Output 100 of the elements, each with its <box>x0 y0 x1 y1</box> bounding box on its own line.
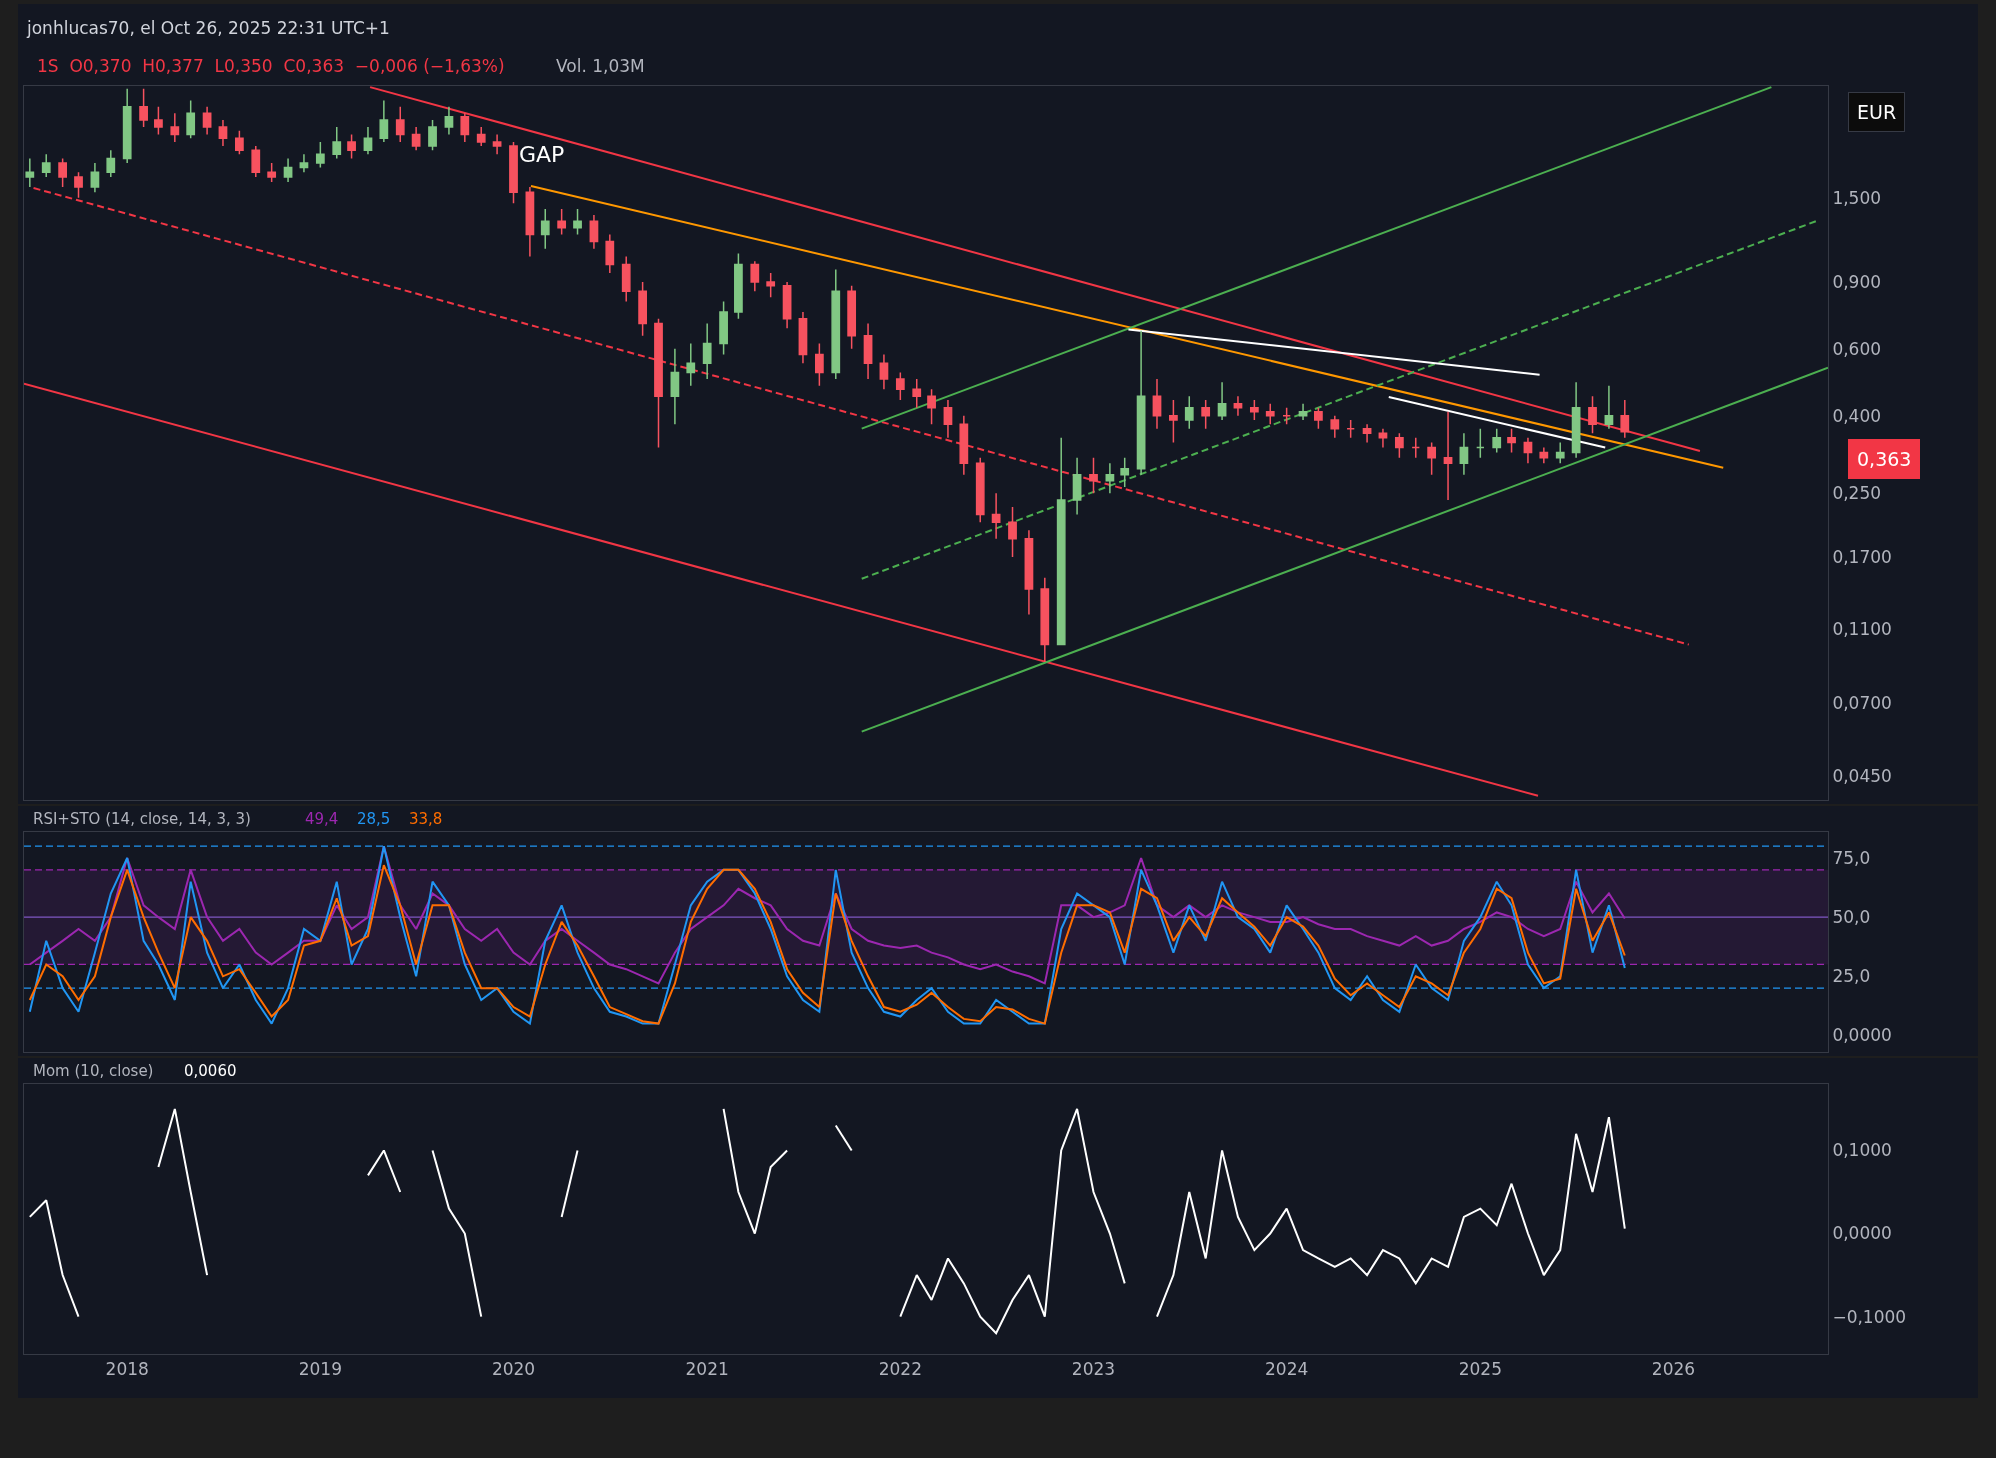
candlestick <box>1475 427 1485 459</box>
candlestick <box>1346 419 1356 439</box>
chart-title: jonhlucas70, el Oct 26, 2025 22:31 UTC+1 <box>26 18 390 38</box>
y-tick-label: 0,900 <box>1832 271 1882 292</box>
candlestick <box>1314 406 1323 430</box>
chart-title: Mom (10, close) <box>33 1062 154 1080</box>
candlestick <box>1394 432 1404 459</box>
candlestick <box>299 153 309 173</box>
candlestick <box>654 318 663 449</box>
candlestick <box>1265 403 1275 425</box>
y-tick-label: 0,0000 <box>1832 1025 1892 1046</box>
y-tick-label: 0,0700 <box>1832 693 1892 714</box>
candlestick <box>847 284 857 350</box>
candlestick <box>814 342 824 387</box>
candlestick <box>41 153 51 178</box>
x-tick-label: 2021 <box>685 1359 729 1380</box>
y-tick-label: 0,0000 <box>1832 1223 1892 1244</box>
candlestick <box>1523 437 1533 465</box>
candlestick <box>74 171 83 199</box>
candlestick <box>734 252 743 320</box>
candlestick <box>1571 381 1581 459</box>
candlestick <box>1378 427 1388 449</box>
candlestick <box>363 126 373 156</box>
x-tick-label: 2025 <box>1458 1359 1502 1380</box>
y-tick-label: 0,0450 <box>1832 766 1892 787</box>
candlestick <box>315 141 325 169</box>
candlestick <box>1459 432 1469 476</box>
candlestick <box>831 268 841 380</box>
candlestick <box>605 233 615 274</box>
candlestick <box>540 208 550 250</box>
y-tick-label: 25,0 <box>1832 966 1871 987</box>
candlestick <box>879 353 889 390</box>
candlestick <box>90 162 100 193</box>
candlestick <box>428 119 437 151</box>
candlestick <box>1233 395 1243 417</box>
candlestick <box>912 378 922 409</box>
candlestick <box>1330 415 1340 439</box>
candlestick <box>895 371 905 401</box>
candlestick <box>1507 427 1516 454</box>
y-tick-label: 75,0 <box>1832 847 1871 868</box>
candlestick <box>106 149 116 178</box>
candlestick <box>58 157 68 188</box>
candlestick <box>1217 381 1227 421</box>
candlestick <box>621 255 631 303</box>
chart-title: RSI+STO (14, close, 14, 3, 3) <box>33 810 251 828</box>
candlestick <box>1040 576 1050 663</box>
x-tick-label: 2026 <box>1651 1359 1696 1380</box>
candlestick <box>782 281 792 329</box>
candlestick <box>573 208 582 236</box>
candlestick <box>122 88 132 164</box>
candlestick <box>347 133 356 160</box>
text: 0,363 <box>1857 448 1912 470</box>
y-tick-label: −0,1000 <box>1832 1306 1907 1327</box>
candlestick <box>1588 395 1597 434</box>
candlestick <box>1298 403 1308 421</box>
candlestick <box>1089 457 1098 495</box>
candlestick <box>1120 457 1130 488</box>
candlestick <box>267 162 277 183</box>
candlestick <box>589 214 599 250</box>
candlestick <box>1492 427 1502 454</box>
candlestick <box>1411 437 1421 459</box>
candlestick <box>1105 462 1115 495</box>
candlestick <box>1604 384 1614 430</box>
y-tick-label: 0,400 <box>1832 405 1882 426</box>
candlestick <box>702 322 712 380</box>
candlestick <box>1249 399 1259 421</box>
candlestick <box>411 126 421 151</box>
candlestick <box>476 126 486 147</box>
candlestick <box>1282 406 1292 425</box>
x-tick-label: 2020 <box>491 1359 536 1380</box>
candlestick <box>1056 437 1066 646</box>
y-tick-label: 50,0 <box>1832 907 1871 928</box>
candlestick <box>492 133 502 156</box>
candlestick <box>139 88 148 128</box>
candlestick <box>1008 506 1017 558</box>
y-tick-label: 0,250 <box>1832 483 1882 504</box>
candlestick <box>1072 457 1082 516</box>
candlestick <box>1427 441 1437 476</box>
candlestick <box>670 348 680 425</box>
candlestick <box>975 457 985 523</box>
candlestick <box>750 260 760 293</box>
candlestick <box>991 492 1001 540</box>
text: 49,4 <box>305 810 339 828</box>
candlestick <box>251 145 261 178</box>
candlestick <box>525 186 535 258</box>
chart-subtitle: 1S O0,370 H0,377 L0,350 C0,363 −0,006 (−1,63%) <box>37 56 505 76</box>
text: Vol. 1,03M <box>556 56 645 76</box>
candlestick <box>1620 399 1630 439</box>
candlestick <box>509 141 518 204</box>
candlestick <box>766 272 776 299</box>
y-tick-label: 0,1100 <box>1832 618 1892 639</box>
candlestick <box>1539 446 1549 465</box>
candlestick <box>959 415 969 476</box>
candlestick <box>460 112 470 143</box>
candlestick <box>1201 399 1211 430</box>
candlestick <box>1443 410 1453 501</box>
text: 33,8 <box>409 810 443 828</box>
candlestick <box>1362 423 1372 444</box>
candlestick <box>154 106 163 136</box>
text: 0,0060 <box>184 1062 237 1080</box>
